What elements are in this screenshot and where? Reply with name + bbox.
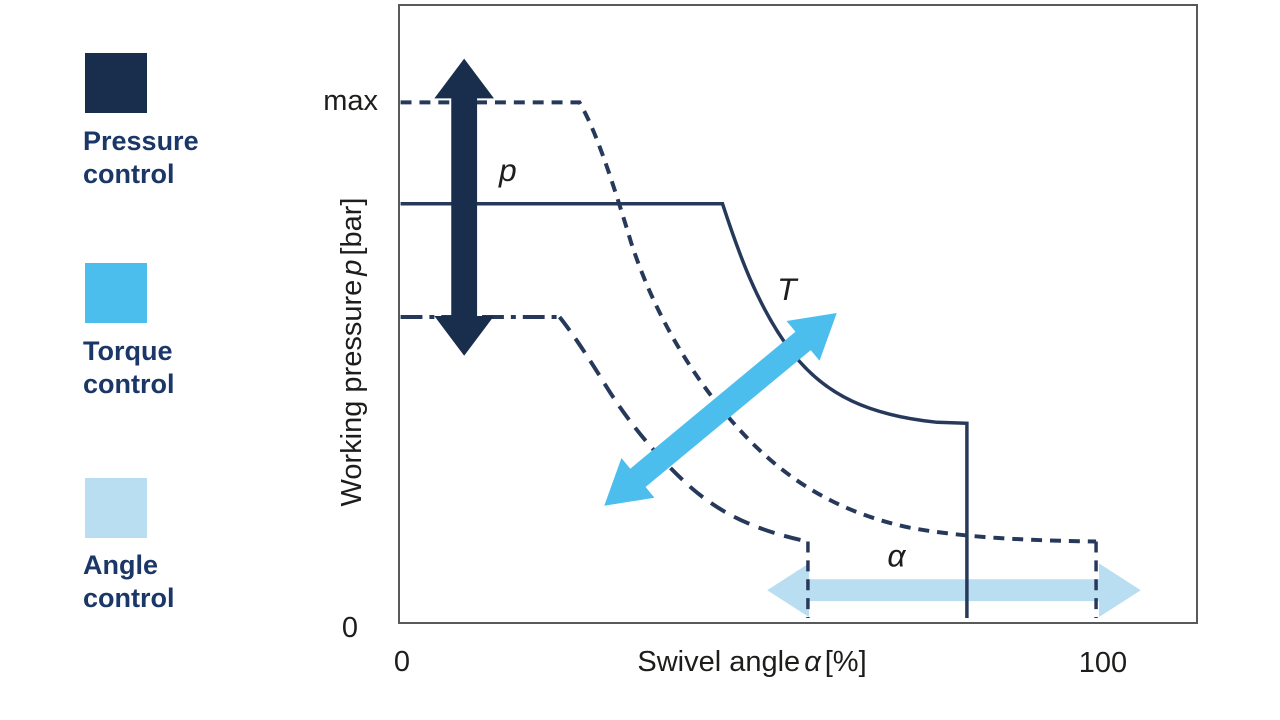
x-tick-zero: 0 xyxy=(393,646,411,678)
x-axis-unit: [%] xyxy=(824,646,867,678)
y-axis-title-text: Working pressure xyxy=(336,279,368,507)
torque-control-label: Torque control xyxy=(83,336,175,399)
x-tick-100: 100 xyxy=(1078,647,1128,679)
lower-envelope-falling-curve xyxy=(557,315,809,544)
angle-control-label: Angle control xyxy=(83,550,175,613)
working-pressure-solid-curve xyxy=(400,201,969,619)
y-tick-max: max xyxy=(323,85,378,117)
x-axis-variable: α xyxy=(804,646,821,678)
max-pressure-dashed-curve xyxy=(400,100,1097,544)
y-axis-title: Working pressure p [bar] xyxy=(334,142,370,562)
torque-control-swatch xyxy=(85,263,147,323)
angle-range-arrow xyxy=(767,563,1141,618)
y-tick-zero: 0 xyxy=(341,612,358,644)
annotation-p: p xyxy=(498,152,517,188)
chart-svg: p T α xyxy=(400,58,1141,619)
torque-range-arrow xyxy=(604,313,837,506)
angle-control-swatch xyxy=(85,478,147,538)
y-axis-variable: p xyxy=(336,259,368,276)
pressure-range-arrow xyxy=(434,58,494,356)
annotation-alpha: α xyxy=(887,537,906,573)
pressure-control-swatch xyxy=(85,53,147,113)
annotation-T: T xyxy=(777,271,799,307)
plot-area: p T α xyxy=(398,4,1198,624)
y-axis-unit: [bar] xyxy=(336,197,368,256)
pressure-control-label: Pressure control xyxy=(83,126,199,189)
x-axis-title: Swivel angle α [%] xyxy=(552,645,952,679)
x-axis-title-text: Swivel angle xyxy=(637,646,801,678)
